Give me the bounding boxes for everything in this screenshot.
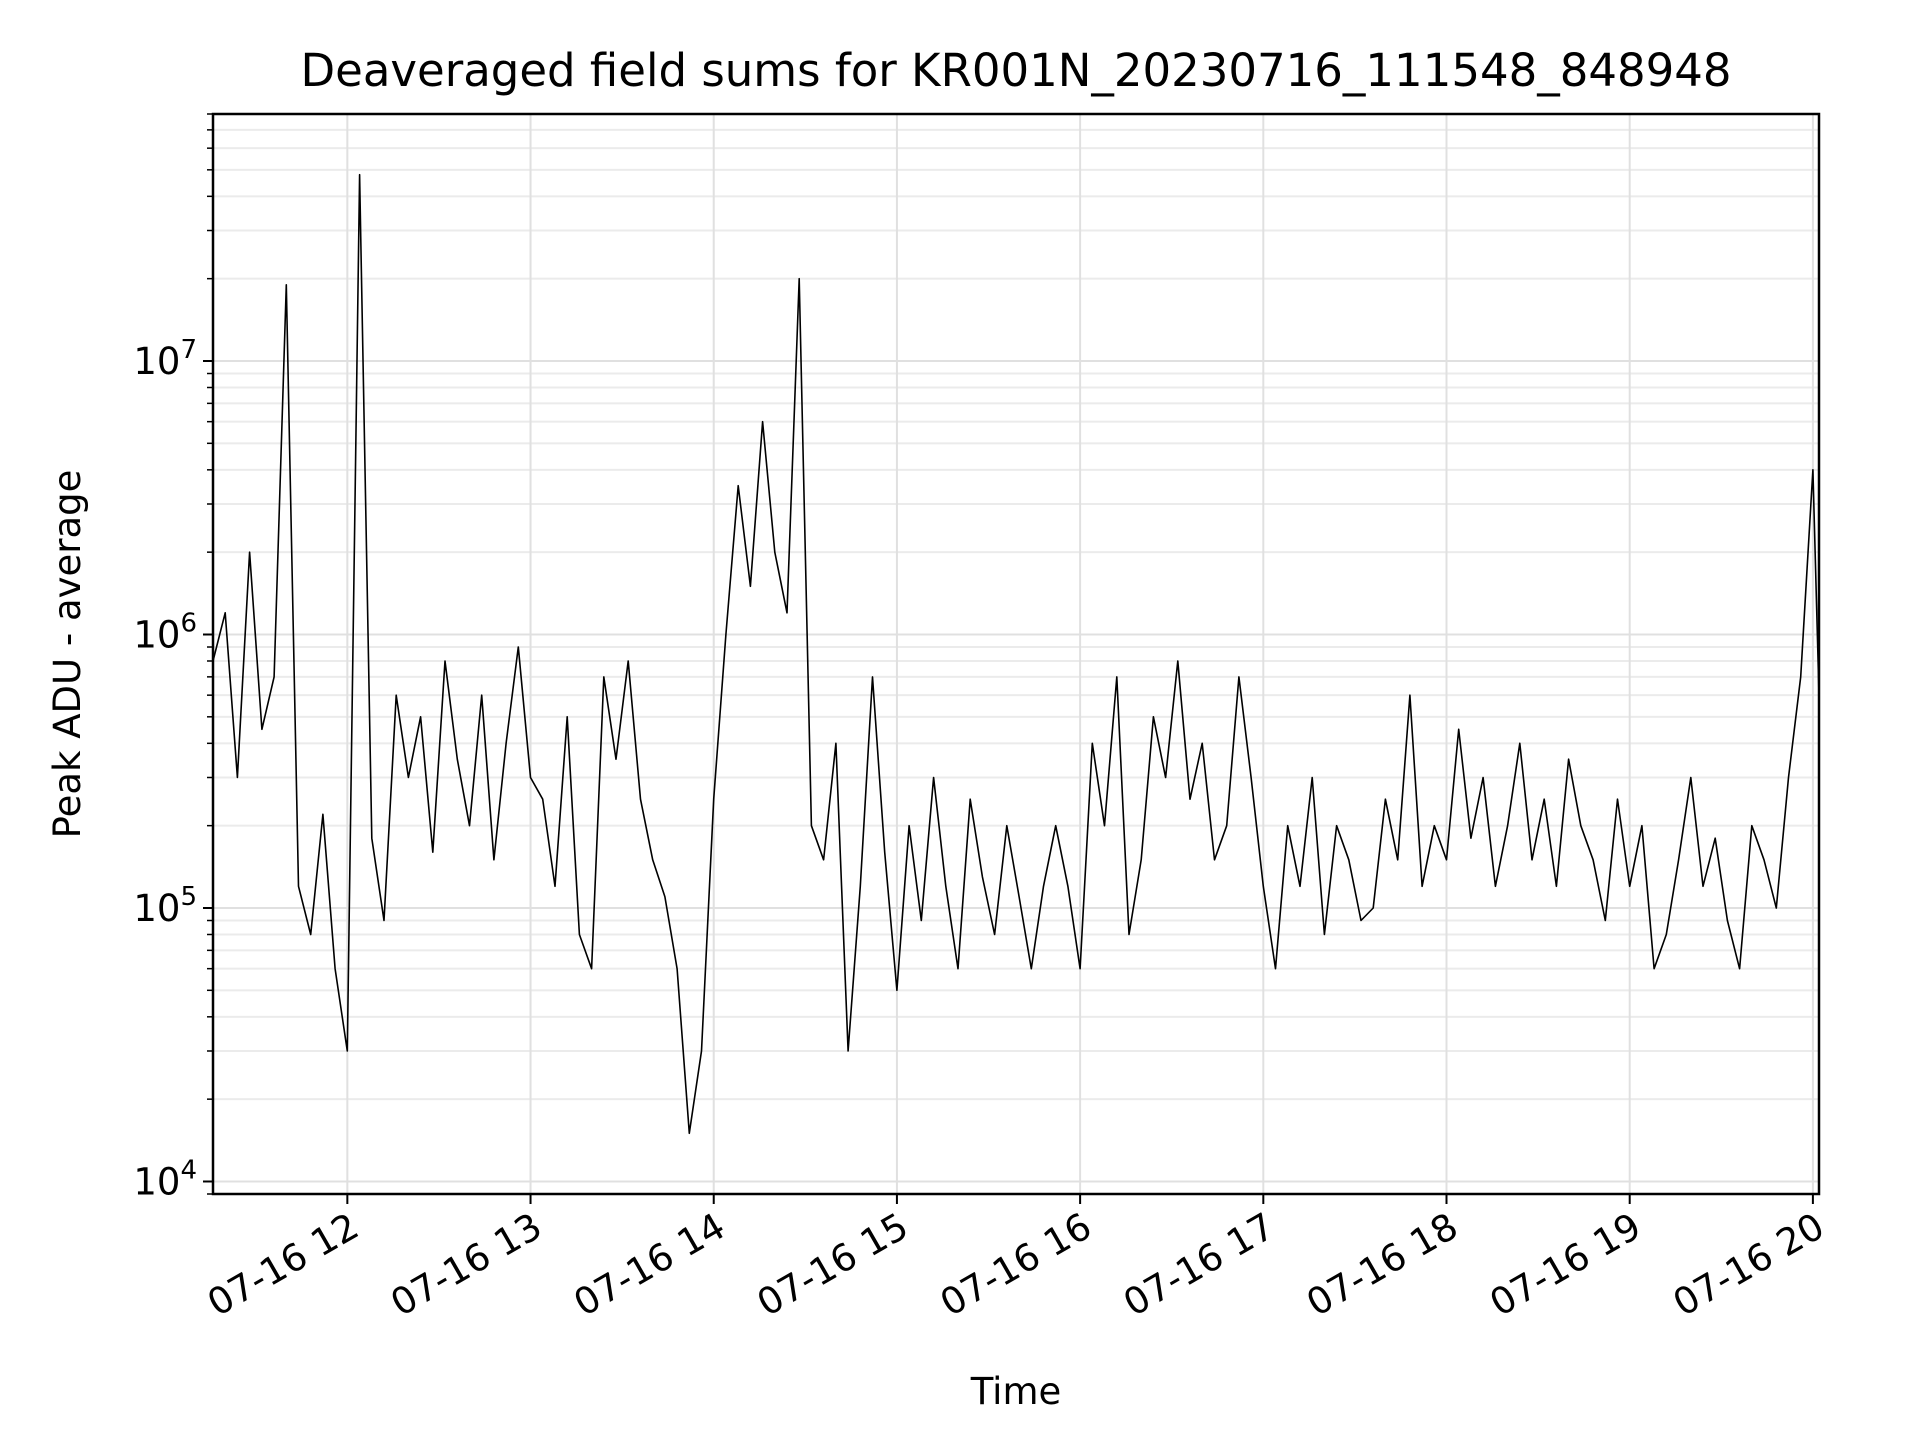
x-tick-label: 07-16 17 [1116,1205,1282,1325]
series-line [212,173,1820,1135]
x-axis-label: Time [970,1370,1062,1413]
x-axis-ticks: 07-16 12 07-16 13 07-16 14 07-16 15 07-16 16… [200,1194,1831,1325]
series [212,173,1820,1135]
x-tick-label: 07-16 13 [383,1205,549,1325]
x-tick-label: 07-16 12 [200,1205,366,1325]
x-tick-label: 07-16 19 [1483,1205,1649,1325]
y-axis-ticks: 104 105 106 107 [133,113,213,1203]
plot-frame [211,112,1821,1196]
y-tick-label: 107 [133,335,197,383]
y-tick-label: 104 [133,1155,197,1203]
y-tick-label: 105 [133,882,197,930]
y-axis-label: Peak ADU - average [46,470,89,839]
x-tick-label: 07-16 16 [933,1205,1099,1325]
x-tick-label: 07-16 14 [567,1205,733,1325]
grid [213,113,1819,1195]
y-tick-label: 106 [133,608,197,656]
x-tick-label: 07-16 18 [1299,1205,1465,1325]
chart-title: Deaveraged field sums for KR001N_2023071… [301,44,1732,97]
x-tick-label: 07-16 20 [1666,1205,1832,1325]
x-tick-label: 07-16 15 [750,1205,916,1325]
